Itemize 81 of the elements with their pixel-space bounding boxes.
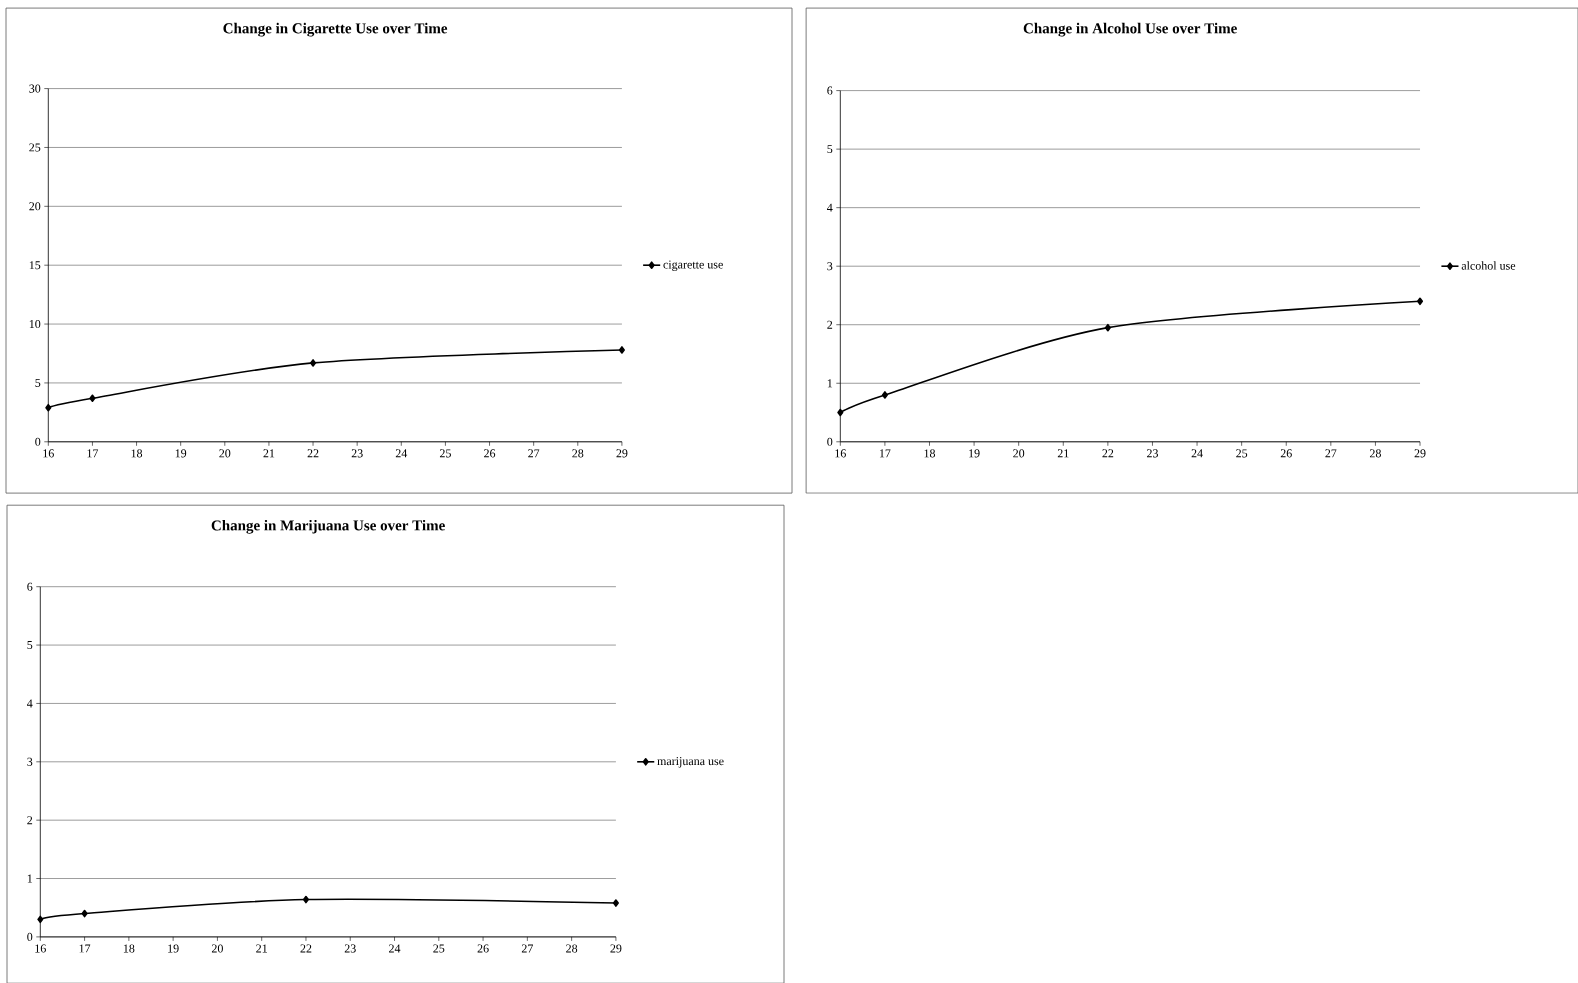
y-tick-label: 20 <box>29 202 41 211</box>
point <box>1416 297 1424 306</box>
point <box>310 359 317 367</box>
x-tick-label: 22 <box>1102 449 1114 458</box>
x-tick-label: 18 <box>123 944 135 953</box>
x-tick-label: 18 <box>924 449 936 458</box>
legend-label: cigarette use <box>663 260 723 271</box>
x-tick-label: 23 <box>1146 449 1158 458</box>
x-tick-label: 24 <box>395 449 408 458</box>
chart-title: Change in Marijuana Use over Time <box>211 519 445 534</box>
y-tick-label: 2 <box>27 816 33 825</box>
x-tick-label: 28 <box>1369 449 1381 458</box>
x-tick-label: 22 <box>300 944 312 953</box>
point <box>302 895 310 904</box>
chart-title: Change in Alcohol Use over Time <box>1023 22 1237 37</box>
x-tick-label: 19 <box>168 944 179 953</box>
point <box>618 346 625 354</box>
y-tick-label: 5 <box>27 641 33 650</box>
point <box>89 394 96 403</box>
y-tick-label: 2 <box>827 320 833 329</box>
chart-title: Change in Cigarette Use over Time <box>223 22 448 37</box>
x-tick-label: 26 <box>477 944 489 953</box>
x-tick-label: 21 <box>256 944 267 953</box>
x-tick-label: 28 <box>566 944 578 953</box>
y-tick-label: 0 <box>27 932 33 941</box>
x-tick-label: 25 <box>439 449 451 458</box>
x-tick-label: 29 <box>1414 449 1426 458</box>
x-tick-label: 20 <box>211 944 223 953</box>
x-tick-label: 23 <box>344 944 356 953</box>
x-tick-label: 19 <box>175 449 187 458</box>
y-tick-label: 15 <box>29 261 41 270</box>
x-tick-label: 22 <box>307 449 319 458</box>
point <box>81 909 88 918</box>
y-tick-label: 30 <box>29 84 41 93</box>
x-tick-label: 20 <box>1013 449 1025 458</box>
y-tick-label: 3 <box>827 262 833 271</box>
y-tick-label: 5 <box>827 145 833 154</box>
x-tick-label: 21 <box>263 449 275 458</box>
y-tick-label: 6 <box>827 86 833 95</box>
x-tick-label: 24 <box>1191 449 1203 458</box>
x-tick-label: 27 <box>1325 449 1337 458</box>
point <box>37 915 44 924</box>
x-tick-label: 27 <box>528 449 540 458</box>
x-tick-label: 25 <box>1236 449 1248 458</box>
x-tick-label: 16 <box>35 944 46 953</box>
y-tick-label: 3 <box>27 757 33 766</box>
legend-label: marijuana use <box>657 757 724 768</box>
point <box>612 899 619 907</box>
y-tick-label: 4 <box>827 203 833 212</box>
x-tick-label: 27 <box>521 944 533 953</box>
y-tick-label: 1 <box>27 874 33 883</box>
y-tick-label: 0 <box>827 437 833 446</box>
x-tick-label: 17 <box>79 944 91 953</box>
x-tick-label: 20 <box>219 449 231 458</box>
point <box>837 408 844 417</box>
y-tick-label: 0 <box>35 437 41 446</box>
x-tick-label: 25 <box>433 944 445 953</box>
y-tick-label: 1 <box>827 379 833 388</box>
point <box>45 403 52 412</box>
y-tick-label: 4 <box>27 699 33 708</box>
y-tick-label: 5 <box>35 378 41 387</box>
x-tick-label: 18 <box>131 449 143 458</box>
x-tick-label: 19 <box>969 449 980 458</box>
x-tick-label: 26 <box>484 449 496 458</box>
x-tick-label: 29 <box>616 449 628 458</box>
x-tick-label: 21 <box>1057 449 1069 458</box>
point <box>881 391 888 399</box>
y-tick-label: 10 <box>29 320 41 329</box>
x-tick-label: 16 <box>835 449 846 458</box>
x-tick-label: 17 <box>87 449 99 458</box>
x-tick-label: 24 <box>389 944 401 953</box>
legend-label: alcohol use <box>1461 261 1516 270</box>
x-tick-label: 26 <box>1280 449 1292 458</box>
point <box>1104 323 1111 332</box>
y-tick-label: 6 <box>27 582 33 591</box>
x-tick-label: 17 <box>879 449 891 458</box>
y-tick-label: 25 <box>29 143 41 152</box>
x-tick-label: 29 <box>610 944 622 953</box>
x-tick-label: 28 <box>572 449 584 458</box>
x-tick-label: 23 <box>351 449 363 458</box>
x-tick-label: 16 <box>43 449 54 458</box>
